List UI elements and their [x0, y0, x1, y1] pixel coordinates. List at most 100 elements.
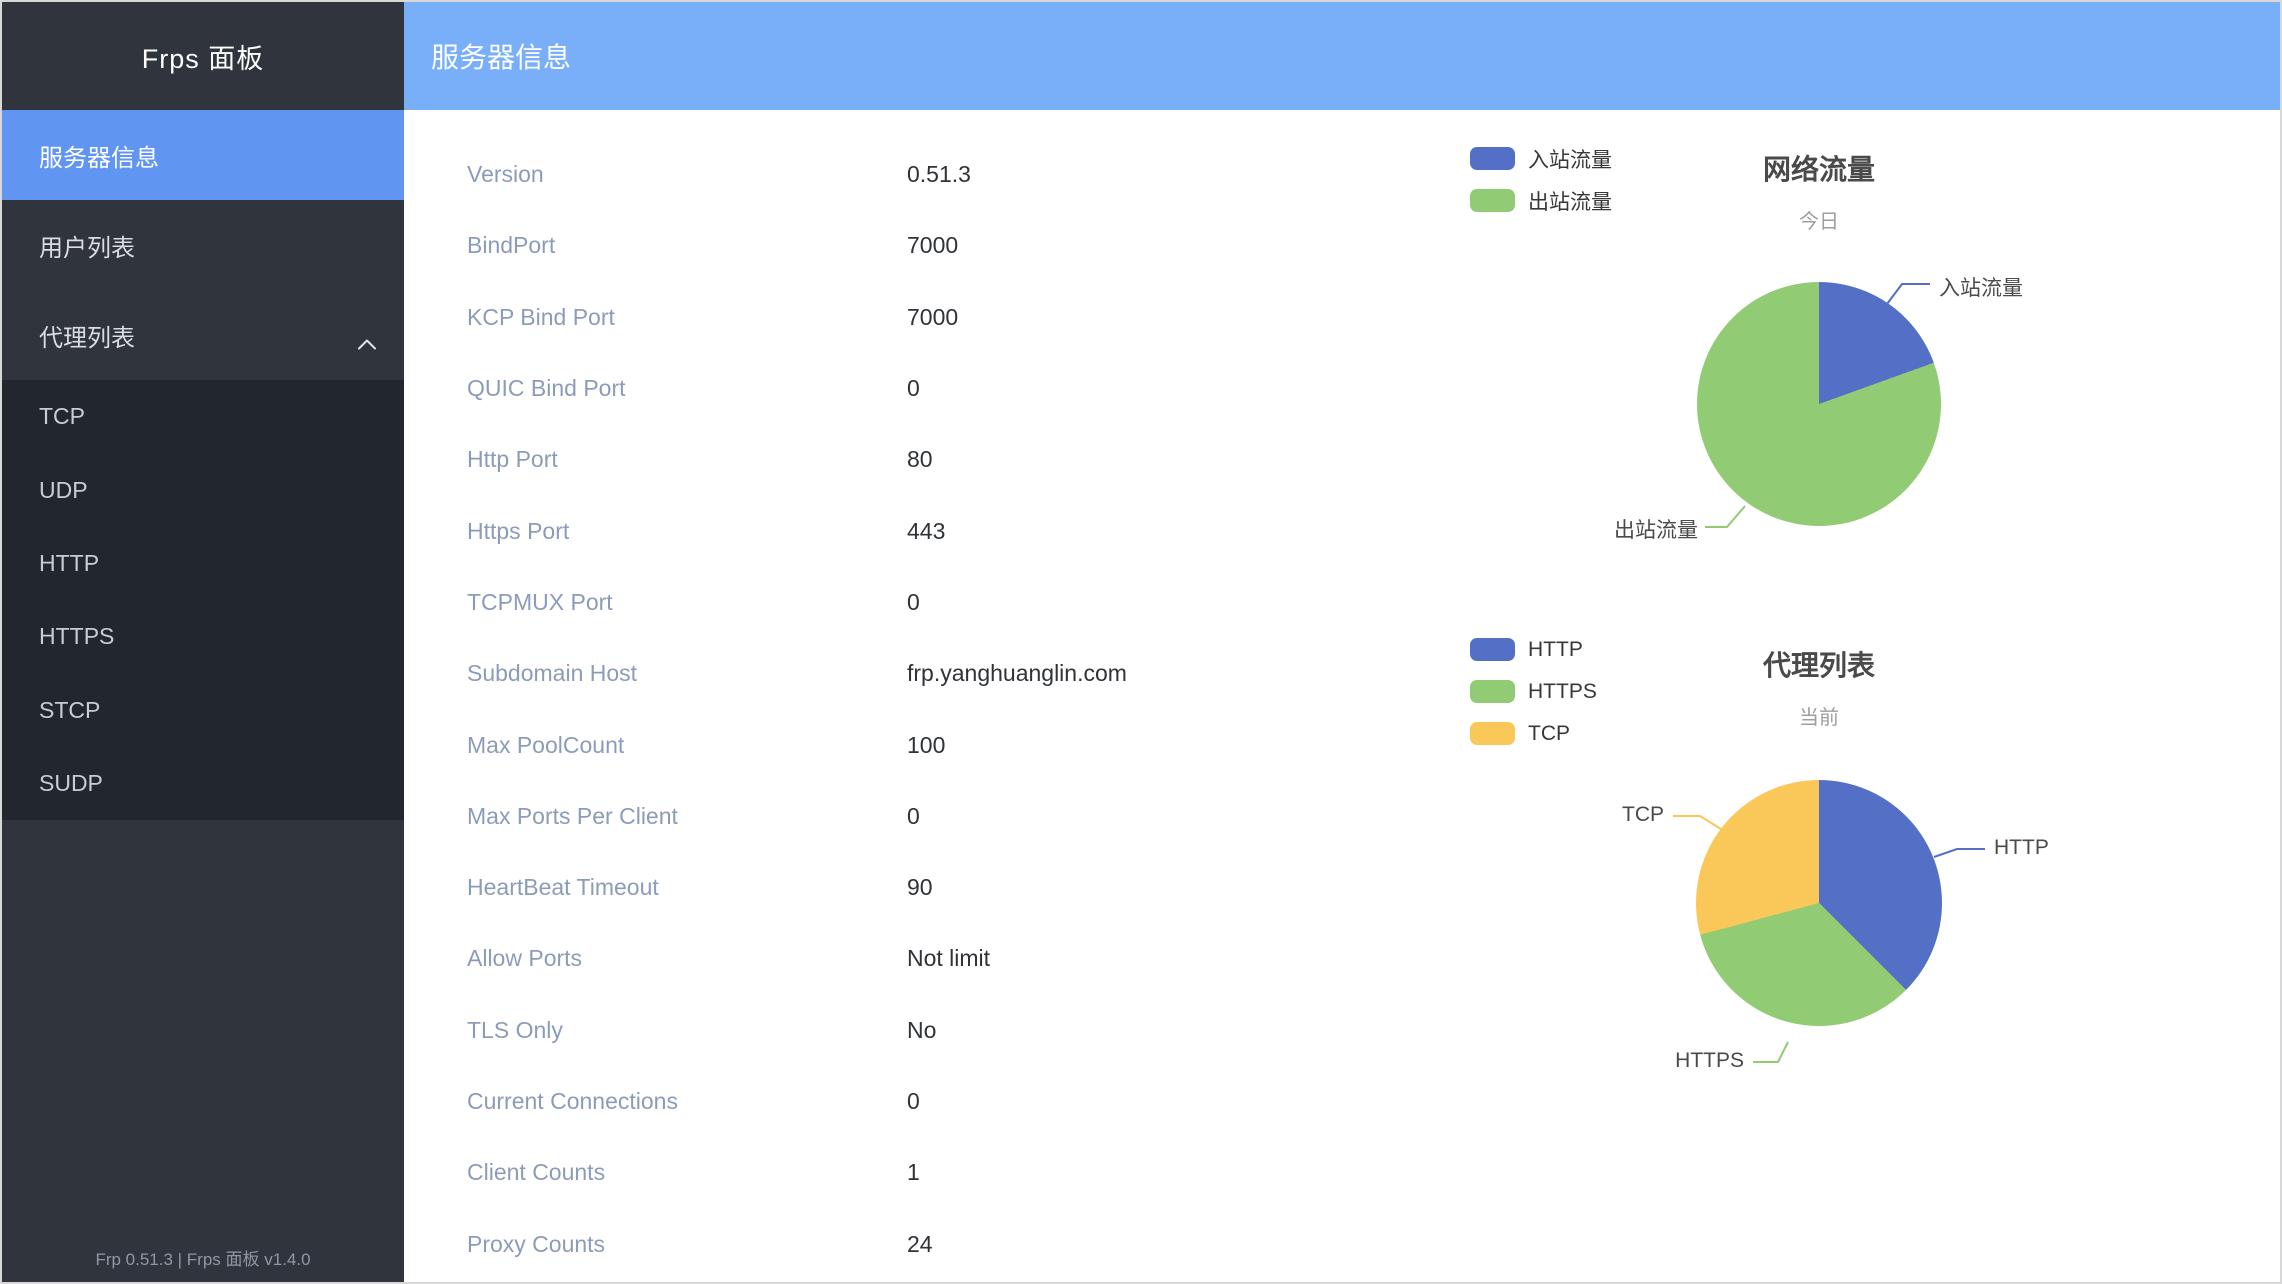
info-label: BindPort: [467, 232, 556, 259]
info-label: QUIC Bind Port: [467, 375, 626, 402]
pie-label-inbound: 入站流量: [1939, 277, 2023, 300]
traffic-chart-title: 网络流量: [1762, 154, 1875, 185]
info-value: 24: [907, 1230, 933, 1257]
leader-line-https: [1753, 1041, 1789, 1063]
info-label: TLS Only: [467, 1016, 563, 1043]
info-label: Http Port: [467, 446, 558, 473]
traffic-chart-titlebox: 网络流量 今日: [1619, 148, 2019, 234]
sidebar-subitem-stcp[interactable]: STCP: [2, 674, 404, 747]
sidebar-item-label: 服务器信息: [39, 144, 159, 172]
legend-label: HTTP: [1528, 637, 1583, 661]
app-title: Frps 面板: [141, 43, 265, 74]
sidebar-subitem-sudp[interactable]: SUDP: [2, 747, 404, 820]
legend-label: 出站流量: [1528, 190, 1612, 214]
pie-label-outbound: 出站流量: [1614, 519, 1698, 542]
info-value: 80: [907, 446, 933, 473]
info-row: Allow Ports Not limit: [404, 923, 1464, 994]
info-row: Client Counts 1: [404, 1137, 1464, 1208]
sidebar-subitem-udp[interactable]: UDP: [2, 453, 404, 526]
traffic-chart-subtitle: 今日: [1799, 211, 1839, 233]
info-label: Client Counts: [467, 1159, 606, 1186]
sidebar-item-proxy-list[interactable]: 代理列表: [2, 290, 404, 380]
legend-item-http[interactable]: HTTP: [1470, 638, 1597, 661]
info-label: Https Port: [467, 517, 570, 544]
sidebar-subitem-tcp[interactable]: TCP: [2, 380, 404, 453]
sidebar-item-label: 用户列表: [39, 234, 135, 262]
info-row: Version 0.51.3: [404, 139, 1464, 210]
legend-item-outbound[interactable]: 出站流量: [1470, 189, 1612, 214]
proxy-chart-legend: HTTP HTTPS TCP: [1470, 638, 1597, 764]
info-row: QUIC Bind Port 0: [404, 353, 1464, 424]
outbound-swatch-icon: [1470, 189, 1515, 212]
pie-label-http: HTTP: [1994, 836, 2049, 859]
info-value: 100: [907, 731, 946, 758]
info-row: Subdomain Host frp.yanghuanglin.com: [404, 638, 1464, 709]
pie-label-https: HTTPS: [1675, 1049, 1744, 1072]
legend-label: TCP: [1528, 721, 1570, 745]
info-label: Current Connections: [467, 1088, 678, 1114]
subitem-label: SUDP: [39, 770, 103, 797]
sidebar-subitem-https[interactable]: HTTPS: [2, 600, 404, 673]
info-row: Current Connections 0: [404, 1066, 1464, 1137]
legend-item-inbound[interactable]: 入站流量: [1470, 147, 1612, 172]
info-label: Max Ports Per Client: [467, 802, 678, 829]
info-row: HeartBeat Timeout 90: [404, 852, 1464, 923]
info-value: 0: [907, 375, 920, 402]
leader-line-tcp: [1673, 815, 1722, 830]
sidebar-item-user-list[interactable]: 用户列表: [2, 200, 404, 290]
info-value: No: [907, 1016, 937, 1043]
info-label: Max PoolCount: [467, 731, 625, 758]
info-label: TCPMUX Port: [467, 588, 613, 615]
info-row: BindPort 7000: [404, 210, 1464, 281]
subitem-label: STCP: [39, 696, 101, 723]
info-row: KCP Bind Port 7000: [404, 282, 1464, 353]
info-value: 0.51.3: [907, 161, 971, 188]
info-value: 0: [907, 588, 920, 615]
traffic-chart-legend: 入站流量 出站流量: [1470, 147, 1612, 231]
https-swatch-icon: [1470, 680, 1515, 703]
info-value: 7000: [907, 232, 959, 259]
subitem-label: HTTP: [39, 549, 100, 576]
legend-label: 入站流量: [1528, 148, 1612, 172]
page-title: 服务器信息: [431, 42, 572, 73]
sidebar-item-label: 代理列表: [39, 324, 135, 352]
page-header: 服务器信息: [404, 2, 2280, 110]
leader-line-outbound: [1705, 505, 1746, 528]
chevron-up-icon: [358, 329, 376, 357]
info-value: Not limit: [907, 945, 991, 972]
http-swatch-icon: [1470, 638, 1515, 661]
info-label: Proxy Counts: [467, 1230, 606, 1257]
legend-label: HTTPS: [1528, 679, 1597, 703]
info-label: HeartBeat Timeout: [467, 874, 659, 901]
info-row: Https Port 443: [404, 495, 1464, 566]
legend-item-https[interactable]: HTTPS: [1470, 680, 1597, 703]
info-label: Version: [467, 161, 544, 188]
info-label: Subdomain Host: [467, 660, 638, 687]
server-info-list: Version 0.51.3 BindPort 7000 KCP Bind Port…: [404, 110, 1464, 1280]
leader-line-inbound: [1886, 283, 1930, 305]
info-row: TLS Only No: [404, 995, 1464, 1066]
inbound-swatch-icon: [1470, 147, 1515, 170]
legend-item-tcp[interactable]: TCP: [1470, 722, 1597, 745]
leader-line-http: [1933, 848, 1985, 858]
info-row: Http Port 80: [404, 424, 1464, 495]
info-label: KCP Bind Port: [467, 303, 615, 330]
proxy-chart-titlebox: 代理列表 当前: [1619, 644, 2019, 730]
proxy-chart-subtitle: 当前: [1799, 707, 1839, 729]
proxy-pie-chart[interactable]: [1696, 780, 1942, 1026]
info-value: frp.yanghuanglin.com: [907, 660, 1127, 687]
sidebar-subitem-http[interactable]: HTTP: [2, 527, 404, 600]
tcp-swatch-icon: [1470, 722, 1515, 745]
sidebar-item-server-info[interactable]: 服务器信息: [2, 110, 404, 200]
proxy-submenu: TCP UDP HTTP HTTPS STCP SUDP: [2, 380, 404, 821]
subitem-label: UDP: [39, 476, 88, 503]
info-value: 0: [907, 1088, 920, 1114]
sidebar: Frps 面板 服务器信息 用户列表 代理列表 TCP UDP HTTP HTT…: [2, 2, 404, 1282]
subitem-label: TCP: [39, 403, 85, 430]
traffic-pie-chart[interactable]: [1697, 282, 1941, 526]
info-value: 90: [907, 874, 933, 901]
info-value: 7000: [907, 303, 959, 330]
info-row: Proxy Counts 24: [404, 1208, 1464, 1279]
info-value: 443: [907, 517, 946, 544]
